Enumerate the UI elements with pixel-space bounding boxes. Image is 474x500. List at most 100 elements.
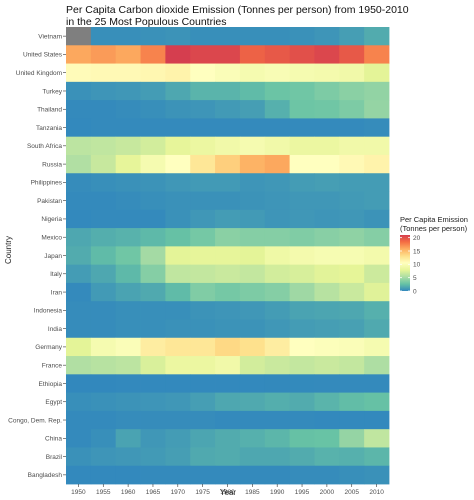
heatmap-cell (289, 410, 315, 430)
heatmap-cell (215, 27, 241, 46)
y-tick-label: Bangladesh (28, 472, 63, 479)
heatmap-cell (239, 301, 266, 320)
heatmap-cell (215, 81, 241, 101)
heatmap-cell (66, 465, 92, 485)
heatmap-cell (165, 319, 191, 339)
heatmap-cell (115, 209, 141, 229)
heatmap-cell (314, 63, 340, 83)
heatmap-cell (190, 209, 216, 229)
x-tick-label: 2000 (320, 489, 335, 496)
heatmap-cell (239, 356, 266, 375)
heatmap-cell (190, 282, 216, 302)
heatmap-cells (66, 27, 390, 485)
heatmap-cell (314, 264, 340, 284)
heatmap-cell (115, 465, 141, 485)
heatmap-cell (140, 264, 166, 284)
heatmap-cell (364, 301, 390, 320)
heatmap-cell (140, 191, 166, 211)
heatmap-cell (239, 337, 266, 357)
legend-tick-label: 20 (413, 235, 421, 242)
legend-title-line1: Per Capita Emission (400, 215, 468, 224)
heatmap-cell (115, 447, 141, 467)
heatmap-cell (215, 301, 241, 320)
heatmap-cell (364, 374, 390, 393)
y-tick-label: Brazil (46, 454, 63, 461)
heatmap-cell (115, 429, 141, 448)
heatmap-cell (264, 356, 291, 375)
heatmap-cell (239, 429, 266, 448)
heatmap-cell (115, 228, 141, 247)
heatmap-cell (66, 337, 92, 357)
heatmap-cell (165, 246, 191, 266)
heatmap-cell (140, 319, 166, 339)
heatmap-cell (239, 246, 266, 266)
legend-colorbar (400, 235, 410, 291)
x-axis-labels: 1950 1955 1960 1965 1970 1975 1980 1985 1990 1995… (71, 484, 384, 496)
heatmap-cell (239, 319, 266, 339)
x-tick-label: 1950 (71, 489, 86, 496)
heatmap-cell (364, 45, 390, 64)
heatmap-cell (165, 63, 191, 83)
heatmap-cell (90, 337, 117, 357)
heatmap-cell (190, 27, 216, 46)
heatmap-cell (339, 45, 365, 64)
y-tick-label: France (42, 362, 63, 369)
heatmap-cell (239, 173, 266, 192)
heatmap-cell (165, 264, 191, 284)
heatmap-cell (314, 191, 340, 211)
heatmap-cell (314, 173, 340, 192)
legend: Per Capita Emission (Tonnes per person) … (400, 215, 468, 295)
y-tick-label: Congo, Dem. Rep. (8, 417, 62, 424)
heatmap-cell (215, 246, 241, 266)
heatmap-cell (364, 447, 390, 467)
heatmap-cell (215, 45, 241, 64)
heatmap-cell (339, 154, 365, 174)
heatmap-cell (165, 392, 191, 412)
heatmap-cell (289, 374, 315, 393)
heatmap-cell (140, 173, 166, 192)
heatmap-cell (314, 100, 340, 119)
heatmap-cell (66, 356, 92, 375)
heatmap-cell (90, 410, 117, 430)
heatmap-cell (215, 319, 241, 339)
y-tick-label: Iran (51, 289, 63, 296)
heatmap-cell (190, 410, 216, 430)
heatmap-cell (314, 374, 340, 393)
heatmap-cell (264, 118, 291, 138)
heatmap-cell (314, 154, 340, 174)
heatmap-cell (66, 118, 92, 138)
heatmap-cell (90, 374, 117, 393)
heatmap-cell (314, 429, 340, 448)
heatmap-cell (66, 447, 92, 467)
y-tick-label: India (48, 326, 62, 333)
heatmap-cell (289, 63, 315, 83)
heatmap-cell (339, 81, 365, 101)
heatmap-cell (66, 136, 92, 156)
heatmap-cell (215, 209, 241, 229)
heatmap-cell (339, 465, 365, 485)
legend-tick-label: 10 (413, 262, 421, 269)
heatmap-cell (140, 282, 166, 302)
heatmap-cell (140, 118, 166, 138)
heatmap-cell (364, 246, 390, 266)
heatmap-cell (364, 173, 390, 192)
x-tick-label: 1975 (195, 489, 210, 496)
y-tick-label: Japan (44, 253, 62, 260)
heatmap-cell (289, 246, 315, 266)
heatmap-cell (90, 154, 117, 174)
heatmap-cell (140, 301, 166, 320)
heatmap-cell (90, 465, 117, 485)
heatmap-cell (364, 136, 390, 156)
heatmap-cell (90, 228, 117, 247)
chart-title-line1: Per Capita Carbon dioxide Emission (Tonn… (66, 4, 409, 16)
x-axis-title: Year (220, 488, 237, 497)
heatmap-cell (215, 228, 241, 247)
heatmap-cell (190, 136, 216, 156)
heatmap-cell (339, 410, 365, 430)
y-tick-label: Tanzania (36, 125, 62, 132)
heatmap-cell (289, 191, 315, 211)
heatmap-cell (314, 282, 340, 302)
heatmap-cell (140, 356, 166, 375)
heatmap-cell (115, 319, 141, 339)
